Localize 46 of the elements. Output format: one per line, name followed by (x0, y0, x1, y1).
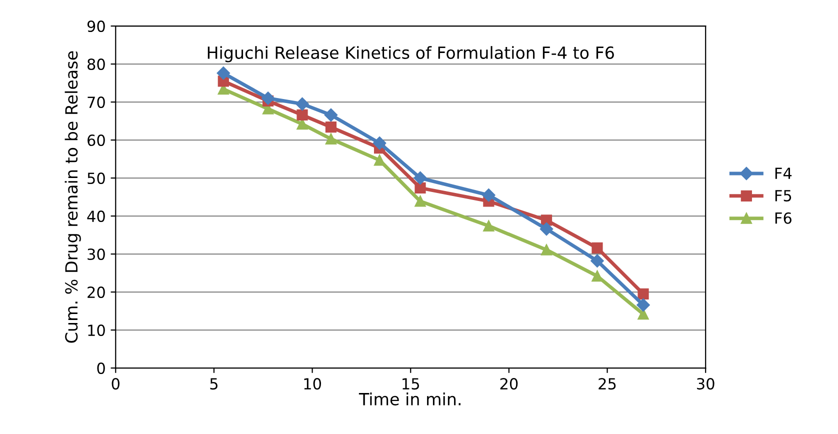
x-tick-label: 0 (112, 378, 120, 390)
point (590, 254, 604, 268)
point (540, 214, 552, 226)
y-tick-label: 80 (88, 58, 105, 70)
point (325, 133, 337, 144)
x-tick-label: 30 (697, 378, 714, 390)
y-tick-label: 70 (88, 96, 105, 108)
y-tick-label: 50 (88, 172, 105, 184)
x-tick-label: 25 (598, 378, 616, 390)
point (414, 171, 427, 185)
point (592, 270, 603, 282)
point (540, 244, 552, 256)
y-axis-title: Cum. % Drug remain to be Release (64, 51, 81, 343)
point (638, 308, 649, 320)
point (296, 97, 309, 111)
point (372, 136, 386, 150)
point (261, 92, 275, 105)
point (638, 288, 649, 300)
point (414, 196, 426, 207)
y-tick-label: 60 (88, 134, 105, 146)
legend-label: F5 (775, 190, 792, 202)
point (482, 188, 496, 202)
x-tick-label: 15 (402, 378, 420, 390)
point (324, 108, 338, 122)
y-tick-label: 10 (88, 324, 105, 336)
point (592, 242, 603, 254)
legend-label: F6 (775, 212, 792, 224)
x-axis-title: Time in min. (358, 392, 460, 406)
point (636, 298, 650, 312)
x-tick-label: 20 (500, 378, 518, 390)
point (414, 182, 426, 194)
y-tick-label: 40 (87, 210, 105, 222)
point (483, 220, 494, 232)
y-tick-label: 30 (88, 248, 105, 260)
text: Higuchi Release Kinetics of Formulation F-4 to F6 (208, 46, 614, 62)
point (374, 154, 386, 166)
point (325, 122, 337, 133)
y-tick-label: 0 (97, 362, 105, 374)
x-tick-label: 10 (304, 378, 321, 390)
point (540, 222, 554, 236)
y-tick-label: 20 (88, 286, 105, 298)
point (296, 109, 308, 121)
x-tick-label: 5 (210, 378, 218, 390)
point (216, 66, 230, 80)
legend-label: F4 (775, 168, 792, 179)
y-tick-label: 90 (87, 20, 105, 32)
